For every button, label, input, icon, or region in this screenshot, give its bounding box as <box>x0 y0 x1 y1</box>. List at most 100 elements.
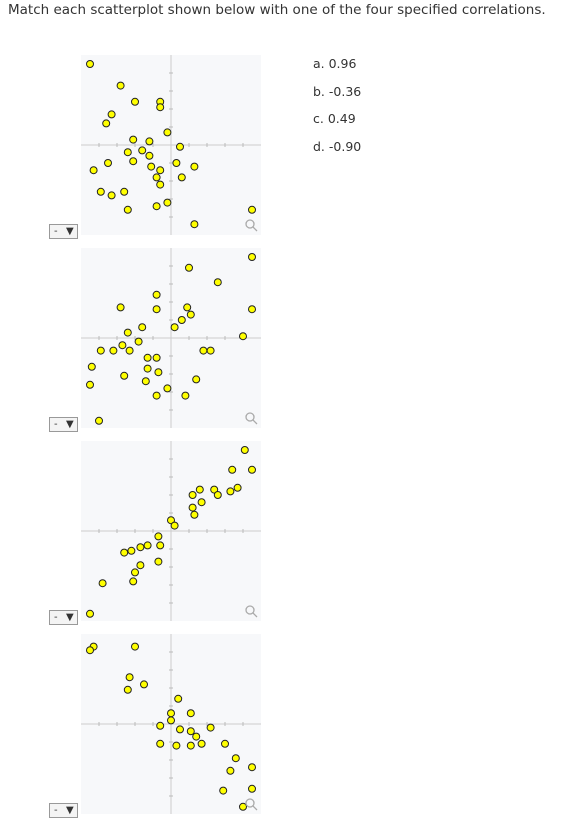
question: Match each scatterplot shown below with … <box>8 2 546 18</box>
point <box>109 346 118 355</box>
point <box>131 642 139 651</box>
point <box>240 446 249 454</box>
option: a. 0.96 <box>313 56 357 71</box>
zoom-icon[interactable] <box>245 605 258 618</box>
point <box>233 483 242 492</box>
point <box>125 673 134 682</box>
scatterplot <box>81 55 261 235</box>
answer-select[interactable]: - ▼ <box>49 224 78 239</box>
select-arrow: ▼ <box>66 226 74 237</box>
point <box>154 532 163 541</box>
point <box>248 763 256 772</box>
point <box>98 579 107 588</box>
point <box>177 173 186 182</box>
select-value: - <box>54 226 58 237</box>
point <box>152 173 161 182</box>
point <box>131 568 139 577</box>
point <box>141 377 150 386</box>
point <box>154 368 163 377</box>
answer-select[interactable]: - ▼ <box>49 803 78 818</box>
zoom-lens <box>245 798 255 808</box>
point <box>186 709 195 718</box>
point <box>167 709 175 718</box>
point <box>226 766 235 775</box>
point <box>127 546 136 555</box>
point <box>152 391 161 400</box>
point <box>123 148 132 157</box>
answer-select[interactable]: - ▼ <box>49 610 78 625</box>
point <box>123 205 132 214</box>
select-value: - <box>54 805 58 816</box>
point <box>96 187 105 196</box>
point <box>192 732 201 741</box>
point <box>143 353 152 362</box>
point <box>248 253 256 261</box>
point <box>174 694 183 703</box>
point <box>152 305 161 314</box>
zoom-handle <box>252 419 258 425</box>
point <box>125 346 134 355</box>
zoom-icon[interactable] <box>245 798 258 811</box>
point <box>156 541 165 550</box>
point <box>118 341 127 350</box>
select-arrow: ▼ <box>66 419 74 430</box>
point <box>210 485 219 494</box>
point <box>120 548 129 557</box>
select-value: - <box>54 612 58 623</box>
point <box>95 416 103 425</box>
zoom-handle <box>252 226 258 232</box>
point <box>129 157 138 166</box>
point <box>248 205 256 214</box>
point <box>221 739 229 748</box>
point <box>190 510 199 519</box>
select-arrow: ▼ <box>66 805 74 816</box>
point <box>170 521 179 530</box>
point <box>143 364 152 373</box>
point <box>199 346 208 355</box>
point <box>177 316 186 324</box>
point <box>190 162 199 171</box>
point <box>129 135 138 144</box>
point <box>154 557 163 566</box>
point <box>134 337 143 346</box>
point <box>156 739 165 748</box>
point <box>163 384 172 393</box>
scatterplot <box>81 634 261 814</box>
point <box>248 784 256 793</box>
point <box>239 802 247 811</box>
zoom-handle <box>252 612 258 618</box>
point <box>116 81 125 90</box>
point <box>136 561 145 570</box>
point <box>145 151 154 160</box>
point <box>107 191 116 200</box>
select-arrow: ▼ <box>66 612 74 623</box>
point <box>147 162 156 171</box>
point <box>195 485 204 494</box>
point <box>248 305 256 314</box>
answer-select[interactable]: - ▼ <box>49 417 78 432</box>
point <box>186 310 195 319</box>
point <box>190 220 199 229</box>
zoom-icon[interactable] <box>245 412 258 425</box>
point <box>156 721 165 730</box>
point <box>181 391 190 400</box>
point <box>167 716 175 725</box>
point <box>116 303 125 312</box>
point <box>239 332 247 341</box>
point <box>206 723 215 732</box>
point <box>107 110 116 119</box>
point <box>131 97 139 106</box>
point <box>89 166 98 175</box>
point <box>188 491 197 499</box>
point <box>176 725 184 734</box>
select-value: - <box>54 419 58 430</box>
point <box>185 263 193 272</box>
point <box>143 541 152 550</box>
zoom-icon[interactable] <box>245 219 258 232</box>
point <box>167 516 175 525</box>
point <box>152 202 161 211</box>
point <box>183 303 192 312</box>
point <box>120 371 129 380</box>
point <box>186 741 195 750</box>
